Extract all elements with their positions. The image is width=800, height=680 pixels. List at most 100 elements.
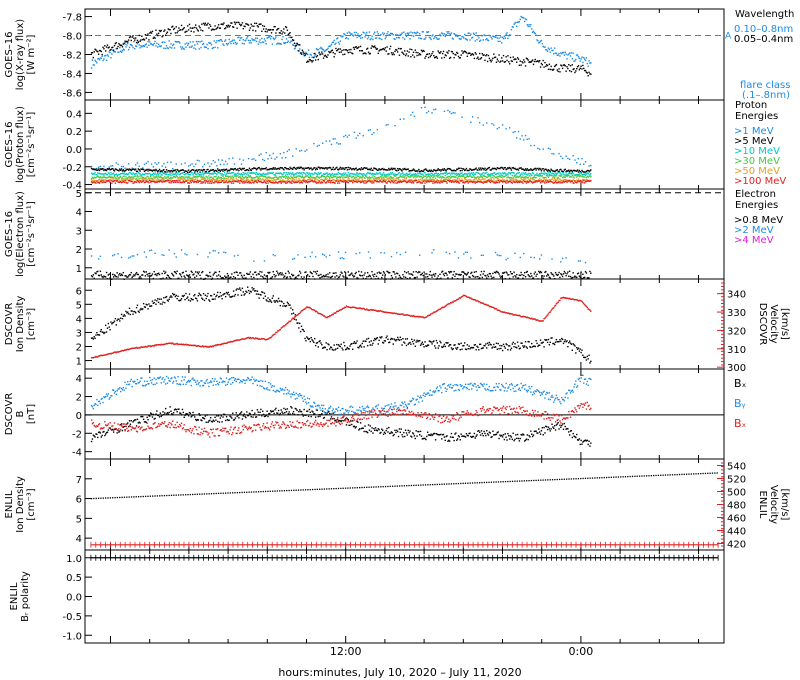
data-point <box>557 171 559 174</box>
data-point <box>201 181 203 183</box>
data-point <box>111 46 113 49</box>
data-point <box>551 178 553 180</box>
data-point <box>255 171 258 174</box>
data-point <box>376 180 379 183</box>
data-point <box>396 177 398 179</box>
data-point <box>337 41 340 44</box>
data-point <box>449 33 452 36</box>
data-point <box>469 276 471 279</box>
data-point <box>253 260 255 262</box>
data-point <box>426 181 428 183</box>
data-point <box>201 271 203 274</box>
data-point <box>351 173 354 175</box>
data-point <box>519 256 521 259</box>
data-point <box>200 29 202 31</box>
data-point <box>267 176 269 178</box>
data-point <box>120 256 123 259</box>
data-point <box>412 35 415 37</box>
data-point <box>523 180 526 183</box>
data-point <box>321 181 323 183</box>
data-point <box>264 40 267 42</box>
data-point <box>366 173 368 175</box>
data-point <box>173 252 176 255</box>
data-point <box>441 168 444 170</box>
data-point <box>222 175 224 178</box>
data-point <box>445 172 447 174</box>
data-point <box>299 52 302 54</box>
data-point <box>255 181 258 183</box>
data-point <box>140 181 142 183</box>
data-point <box>233 168 236 170</box>
data-point <box>243 177 245 179</box>
data-point <box>342 35 344 37</box>
data-point <box>522 179 524 181</box>
data-point <box>478 177 480 179</box>
data-point <box>153 177 155 179</box>
data-point <box>254 271 257 273</box>
data-point <box>189 180 192 182</box>
data-point <box>412 176 415 179</box>
data-point <box>204 22 207 25</box>
data-point <box>287 168 289 170</box>
data-point <box>463 182 466 184</box>
data-point <box>455 54 457 56</box>
data-point <box>360 50 363 52</box>
data-point <box>570 169 573 172</box>
data-point <box>273 38 275 41</box>
data-point <box>324 167 327 169</box>
data-point <box>296 171 298 174</box>
data-point <box>135 271 138 274</box>
data-point <box>167 169 170 172</box>
data-point <box>353 173 356 176</box>
data-point <box>269 36 271 38</box>
data-point <box>309 175 312 178</box>
data-point <box>143 181 146 184</box>
data-point <box>368 168 371 170</box>
data-point <box>415 179 417 181</box>
data-point <box>122 43 125 45</box>
data-point <box>450 169 453 172</box>
data-point <box>530 256 532 258</box>
data-point <box>225 180 228 182</box>
data-point <box>446 31 448 33</box>
y-axis-label: [W m⁻²] <box>26 34 37 74</box>
data-point <box>359 181 362 184</box>
data-point <box>439 180 441 182</box>
data-point <box>304 179 306 182</box>
data-point <box>324 173 327 175</box>
data-point <box>429 174 431 176</box>
data-point <box>585 57 588 59</box>
data-point <box>569 175 572 178</box>
data-point <box>536 180 538 182</box>
data-point <box>151 180 154 183</box>
data-point <box>583 276 586 279</box>
data-point <box>303 172 305 174</box>
data-point <box>426 31 428 33</box>
data-point <box>435 179 438 182</box>
data-point <box>584 261 587 264</box>
data-point <box>279 179 282 181</box>
data-point <box>373 177 375 179</box>
data-point <box>388 167 390 170</box>
data-point <box>381 178 383 180</box>
data-point <box>515 177 517 179</box>
data-point <box>210 176 213 178</box>
data-point <box>456 172 458 175</box>
data-point <box>192 176 194 179</box>
data-point <box>576 170 578 172</box>
data-point <box>258 179 260 181</box>
data-point <box>154 178 156 180</box>
data-point <box>212 177 215 180</box>
data-point <box>501 124 504 126</box>
data-point <box>132 46 134 49</box>
data-point <box>102 46 104 49</box>
data-point <box>125 46 127 48</box>
data-point <box>516 179 518 181</box>
data-point <box>567 54 569 56</box>
data-point <box>320 182 322 184</box>
data-point <box>299 167 301 170</box>
data-point <box>359 172 361 175</box>
data-point <box>142 44 145 47</box>
data-point <box>454 175 456 178</box>
data-point <box>377 178 379 180</box>
